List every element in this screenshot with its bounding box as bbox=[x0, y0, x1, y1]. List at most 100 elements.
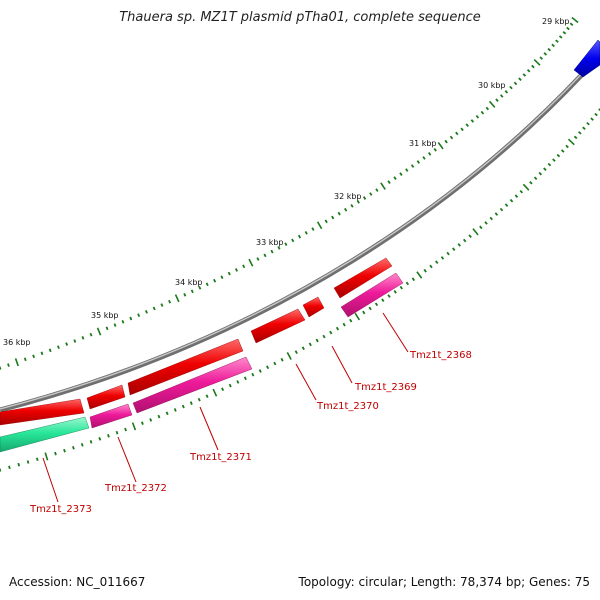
gene-label-tmz1t-2369[interactable]: Tmz1t_2369 bbox=[354, 382, 417, 393]
minor-tick bbox=[374, 302, 379, 307]
minor-tick bbox=[301, 346, 305, 351]
minor-tick bbox=[227, 271, 231, 276]
minor-tick bbox=[499, 94, 504, 98]
minor-tick bbox=[349, 318, 353, 323]
gene-block-reverse-1[interactable] bbox=[340, 272, 404, 318]
minor-tick bbox=[121, 319, 125, 324]
minor-tick bbox=[157, 414, 161, 419]
minor-tick bbox=[578, 131, 582, 135]
minor-tick bbox=[375, 188, 379, 192]
major-tick bbox=[472, 228, 479, 236]
minor-tick bbox=[552, 158, 556, 162]
gene-label-tmz1t-2373[interactable]: Tmz1t_2373 bbox=[29, 504, 92, 515]
minor-tick bbox=[422, 156, 426, 160]
major-tick bbox=[354, 312, 361, 321]
minor-tick bbox=[543, 52, 548, 56]
tick-label-32kbp: 32 kbp bbox=[334, 192, 362, 201]
minor-tick bbox=[465, 123, 469, 127]
major-tick bbox=[567, 138, 575, 146]
minor-tick bbox=[565, 144, 569, 149]
minor-tick bbox=[337, 211, 341, 216]
minor-tick bbox=[54, 451, 57, 456]
minor-tick bbox=[405, 168, 409, 172]
minor-tick bbox=[495, 98, 499, 102]
feature-blue-block[interactable] bbox=[573, 39, 600, 78]
major-tick bbox=[416, 271, 423, 279]
minor-tick bbox=[329, 330, 333, 335]
minor-tick bbox=[183, 292, 187, 297]
gene-block-forward-4[interactable] bbox=[127, 338, 244, 396]
minor-tick bbox=[242, 264, 246, 269]
minor-tick bbox=[484, 221, 488, 225]
minor-tick bbox=[598, 108, 600, 112]
minor-tick bbox=[80, 443, 84, 447]
minor-tick bbox=[197, 397, 201, 402]
minor-tick bbox=[137, 313, 141, 318]
minor-tick bbox=[368, 306, 372, 311]
minor-tick bbox=[277, 246, 281, 250]
tick-label-33kbp: 33 kbp bbox=[256, 238, 284, 247]
minor-tick bbox=[344, 207, 348, 212]
minor-tick bbox=[566, 26, 570, 31]
minor-tick bbox=[533, 176, 538, 180]
gene-label-tmz1t-2368[interactable]: Tmz1t_2368 bbox=[409, 350, 472, 361]
minor-tick bbox=[205, 282, 209, 287]
minor-tick bbox=[558, 35, 563, 39]
minor-tick bbox=[594, 112, 598, 117]
minor-tick bbox=[26, 460, 30, 464]
gene-block-forward-6[interactable] bbox=[0, 398, 85, 426]
minor-tick bbox=[0, 366, 2, 370]
minor-tick bbox=[322, 334, 326, 339]
tick-label-29kbp: 29 kbp bbox=[542, 17, 570, 26]
minor-tick bbox=[449, 135, 454, 140]
minor-tick bbox=[475, 115, 480, 119]
major-tick bbox=[248, 258, 254, 267]
gene-block-forward-2[interactable] bbox=[302, 296, 325, 318]
backbone-highlight bbox=[0, 53, 600, 410]
minor-tick bbox=[32, 354, 36, 359]
minor-tick bbox=[113, 323, 117, 327]
minor-tick bbox=[213, 278, 217, 283]
major-tick bbox=[522, 183, 530, 191]
tick-label-34kbp: 34 kbp bbox=[175, 278, 203, 287]
minor-tick bbox=[569, 22, 574, 26]
gene-label-tmz1t-2372[interactable]: Tmz1t_2372 bbox=[104, 483, 167, 494]
minor-tick bbox=[560, 149, 565, 153]
gene-block-forward-3[interactable] bbox=[250, 308, 306, 344]
minor-tick bbox=[514, 194, 519, 198]
minor-tick bbox=[72, 446, 75, 450]
major-tick bbox=[533, 58, 541, 66]
major-tick bbox=[380, 182, 386, 190]
major-tick bbox=[212, 388, 218, 397]
minor-tick bbox=[284, 242, 288, 247]
gene-block-forward-1[interactable] bbox=[333, 257, 393, 299]
tick-label-36kbp: 36 kbp bbox=[3, 338, 31, 347]
gene-label-tmz1t-2371[interactable]: Tmz1t_2371 bbox=[189, 452, 252, 463]
minor-tick bbox=[562, 30, 567, 35]
minor-tick bbox=[256, 257, 260, 261]
outer-tick-ring bbox=[0, 16, 579, 370]
minor-tick bbox=[40, 351, 44, 356]
minor-tick bbox=[89, 332, 93, 337]
gene-block-forward-5[interactable] bbox=[86, 384, 126, 410]
minor-tick bbox=[350, 204, 354, 208]
gene-label-tmz1t-2370[interactable]: Tmz1t_2370 bbox=[316, 401, 379, 412]
tick-label-35kbp: 35 kbp bbox=[91, 311, 119, 320]
minor-tick bbox=[529, 180, 533, 185]
minor-tick bbox=[387, 180, 391, 184]
minor-tick bbox=[555, 39, 559, 43]
minor-tick bbox=[311, 227, 315, 231]
gene-block-reverse-2[interactable] bbox=[132, 356, 253, 414]
minor-tick bbox=[509, 85, 513, 90]
minor-tick bbox=[221, 387, 225, 391]
gene-block-rna[interactable] bbox=[0, 416, 90, 453]
minor-tick bbox=[573, 135, 578, 140]
minor-tick bbox=[342, 322, 346, 327]
minor-tick bbox=[17, 462, 21, 467]
gene-block-reverse-3[interactable] bbox=[89, 403, 133, 429]
minor-tick bbox=[410, 164, 415, 168]
minor-tick bbox=[304, 231, 308, 235]
minor-tick bbox=[543, 167, 547, 171]
summary-text: Topology: circular; Length: 78,374 bp; G… bbox=[298, 575, 590, 589]
